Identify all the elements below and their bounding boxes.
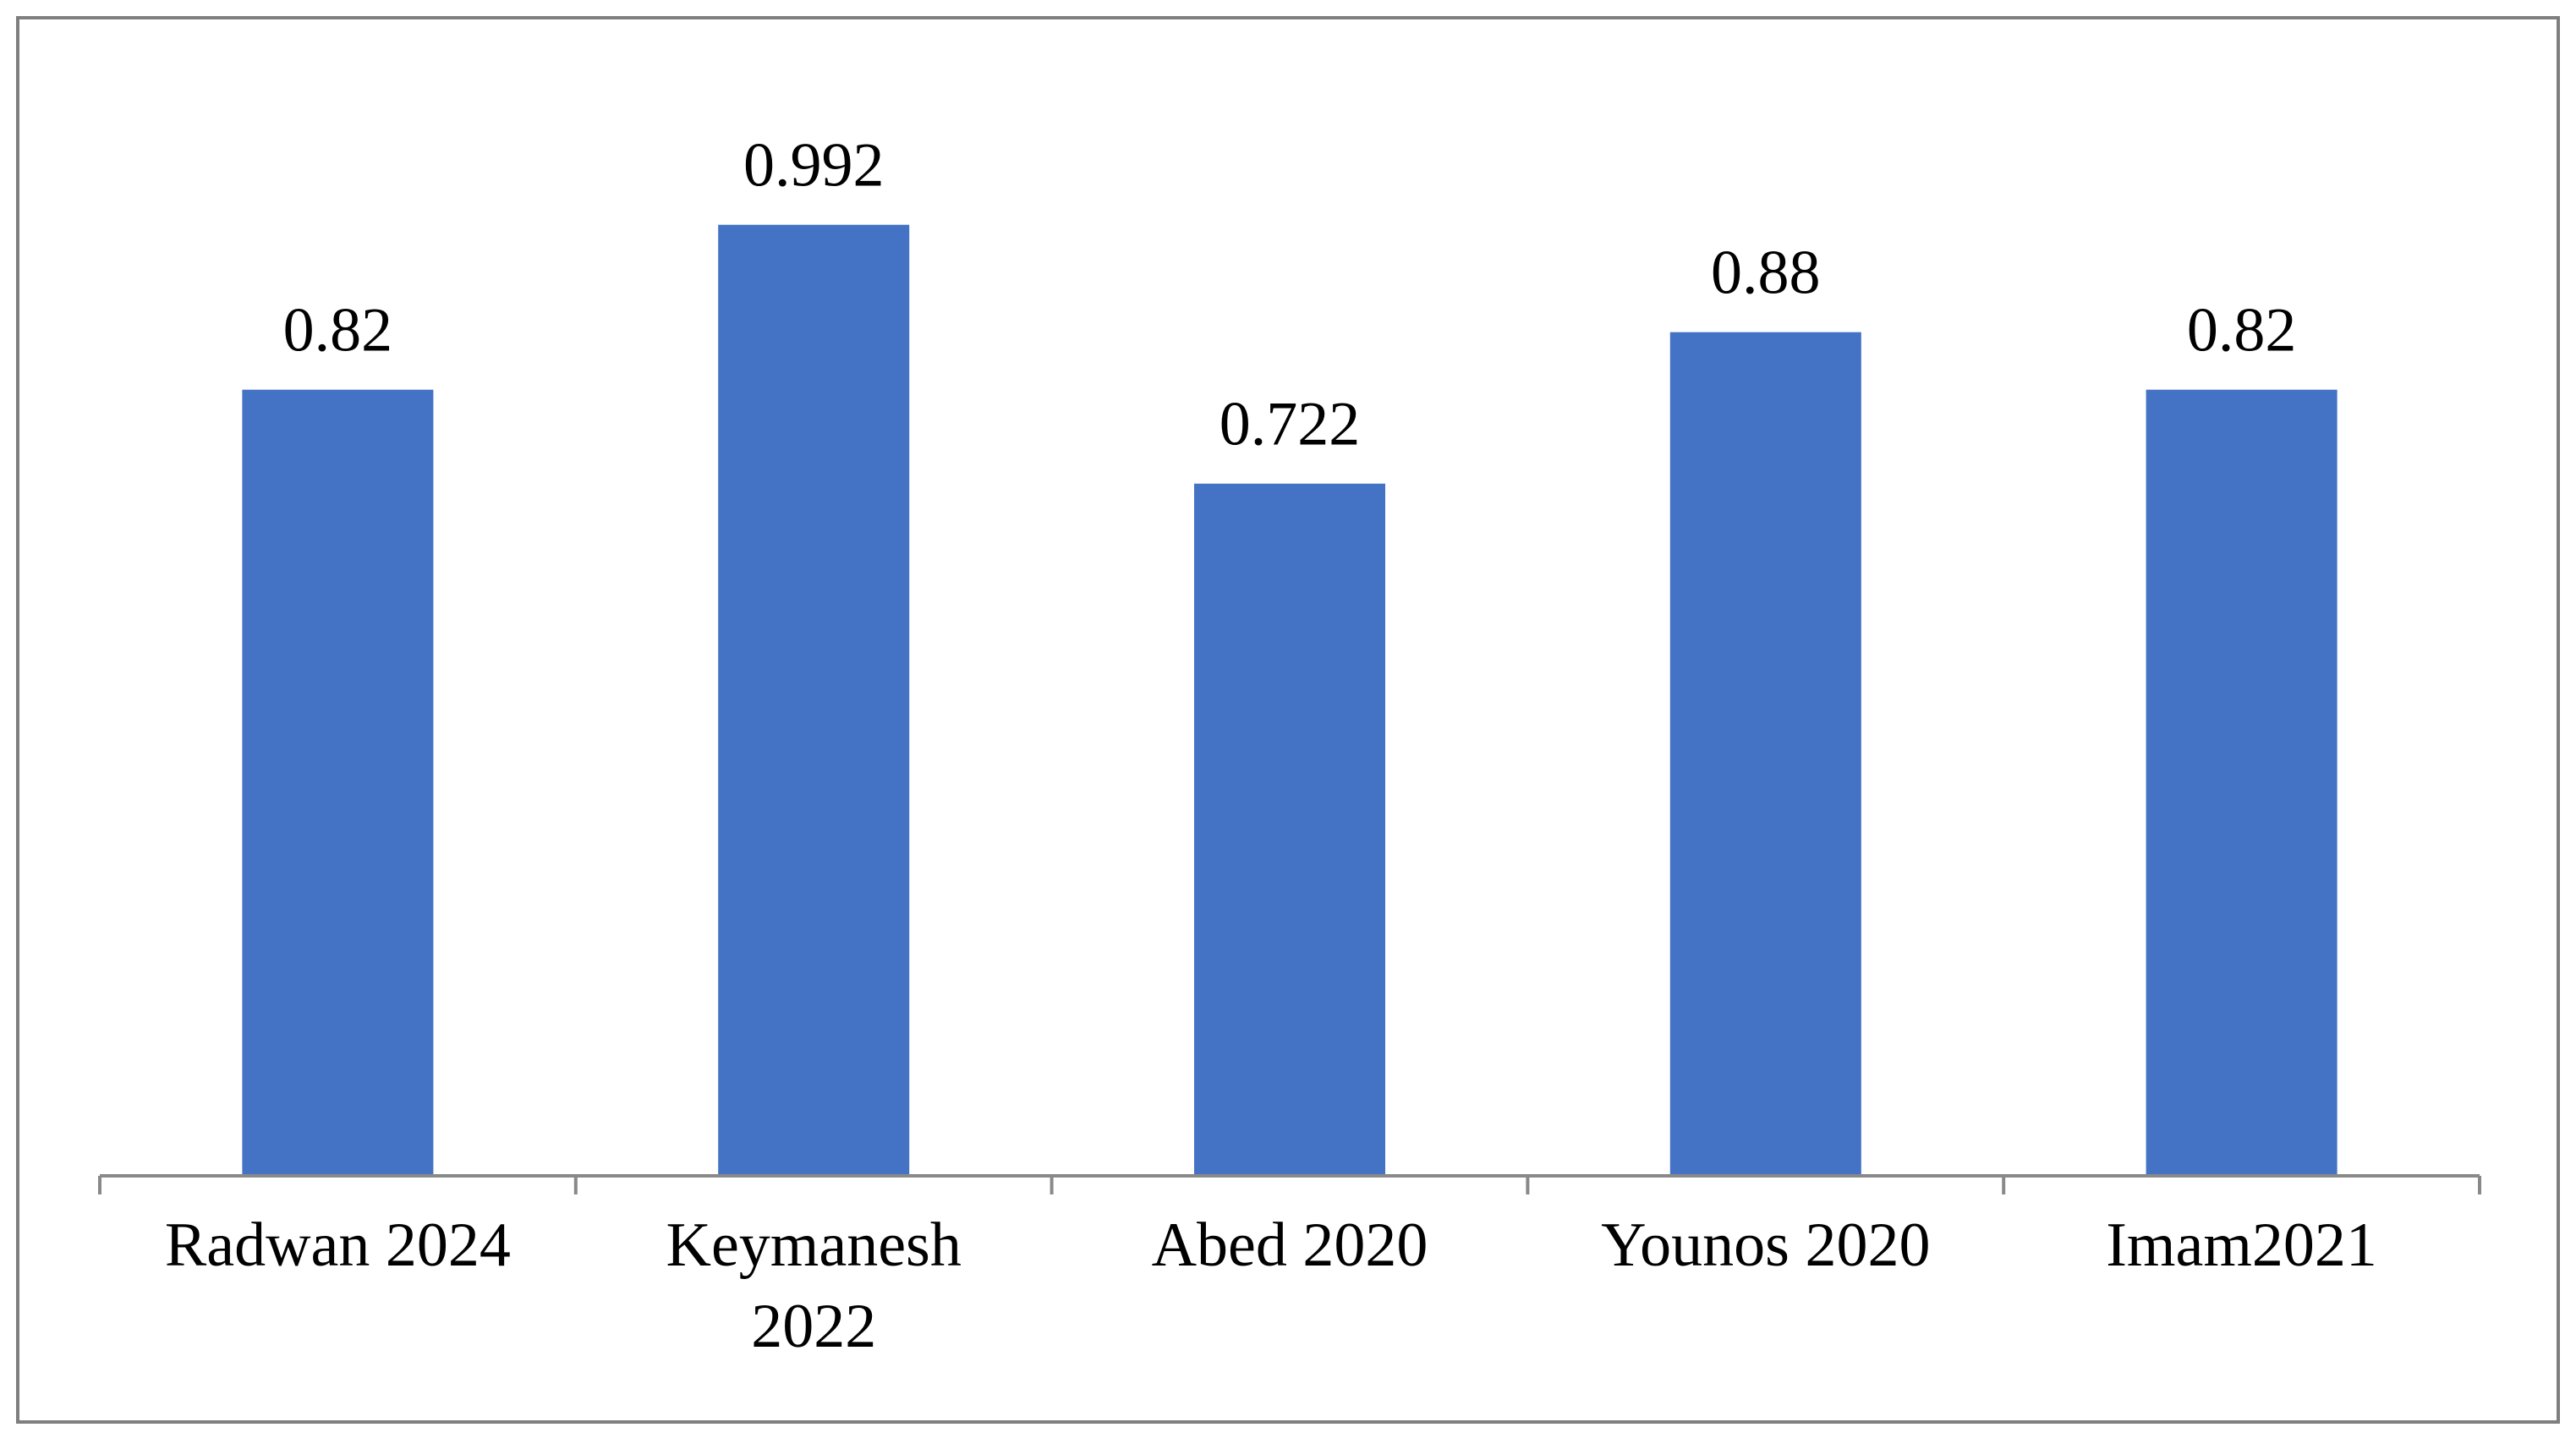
x-axis: Radwan 2024 Keymanesh 2022 Abed 2020 Younos … [98,1174,2481,1361]
bars-layer [242,224,2338,1177]
bar-1 [242,389,434,1176]
data-label-4: 0.88 [1711,239,1821,308]
x-tick-label-line: Radwan 2024 [165,1211,511,1280]
x-tick-label-line: 2022 [751,1292,876,1361]
x-tick-label-line: Keymanesh [666,1211,962,1280]
bar-5 [2146,389,2338,1176]
labels-layer: 0.82 0.992 0.722 0.88 0.82 [283,131,2297,459]
data-label-5: 0.82 [2187,296,2297,365]
data-label-2: 0.992 [743,131,885,200]
x-tick-label-line: Imam2021 [2106,1211,2377,1280]
x-tick-label-3: Abed 2020 [1152,1211,1428,1280]
bar-4 [1669,332,1861,1176]
data-label-1: 0.82 [283,296,393,365]
x-tick-label-2: Keymanesh 2022 [666,1211,962,1361]
bar-3 [1194,483,1385,1176]
data-label-3: 0.722 [1219,390,1361,459]
x-tick-label-5: Imam2021 [2106,1211,2377,1280]
x-tick-label-1: Radwan 2024 [165,1211,511,1280]
bar-2 [718,224,910,1177]
x-tick-label-line: Younos 2020 [1601,1211,1930,1280]
x-tick-label-4: Younos 2020 [1601,1211,1930,1280]
x-tick-label-line: Abed 2020 [1152,1211,1428,1280]
